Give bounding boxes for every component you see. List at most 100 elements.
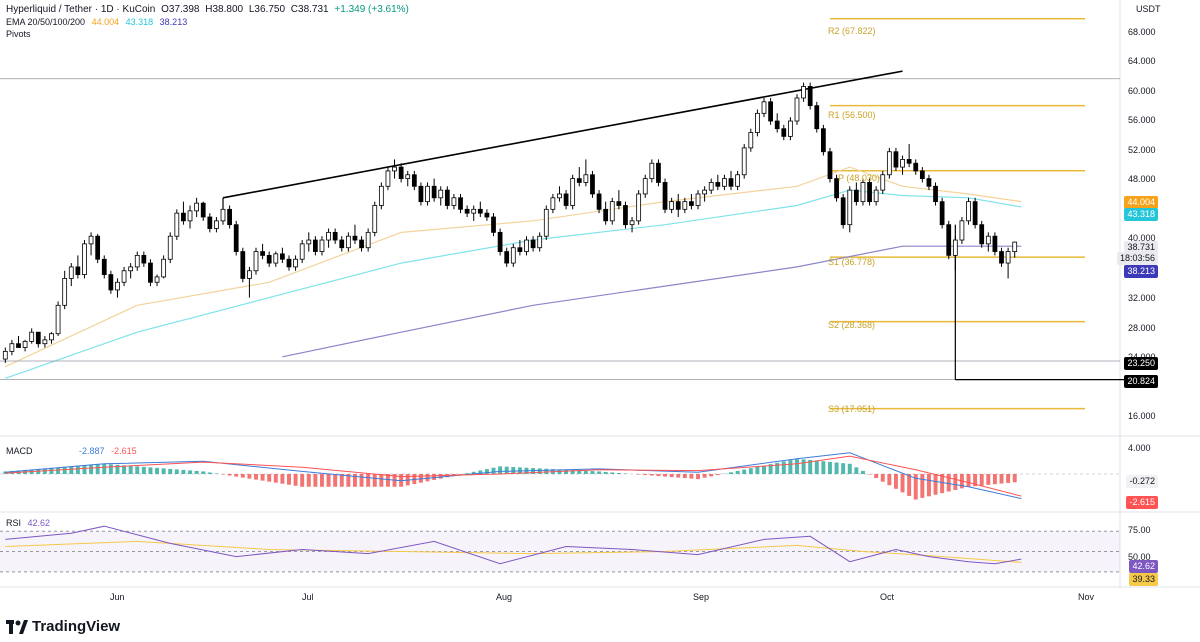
candle-body [405, 174, 411, 180]
macd-histogram-bar [313, 474, 318, 487]
candle-body [464, 208, 470, 214]
macd-histogram-bar [669, 474, 674, 478]
candle-body [827, 151, 833, 180]
time-label: Aug [496, 592, 513, 602]
macd-histogram-bar [108, 464, 113, 474]
macd-histogram-bar [979, 474, 984, 486]
time-label: Jun [110, 592, 125, 602]
candle-body [966, 201, 971, 222]
candle-body [834, 178, 839, 199]
candle-body [115, 281, 120, 291]
macd-label: MACD [6, 446, 33, 456]
candle-body [781, 128, 787, 137]
candle-body [788, 120, 793, 137]
macd-axis-tick: 4.000 [1128, 443, 1151, 453]
candle-body [649, 162, 655, 180]
candle-body [919, 170, 925, 180]
macd-legend[interactable]: MACD -2.887 -2.615 [6, 446, 141, 456]
price-tick: 64.000 [1128, 56, 1156, 66]
macd-histogram-bar [339, 474, 344, 487]
macd-histogram-bar [168, 468, 173, 474]
candle-body [530, 239, 536, 249]
candle-body [42, 339, 48, 345]
candle-body [636, 193, 642, 222]
symbol-title[interactable]: Hyperliquid / Tether · 1D · KuCoin [6, 4, 156, 15]
candle-body [999, 251, 1004, 264]
tradingview-logo[interactable]: TradingView [6, 618, 120, 635]
macd-histogram-bar [511, 467, 516, 474]
candle-body [992, 235, 998, 252]
macd-histogram-bar [359, 474, 364, 487]
ema-legend[interactable]: EMA 20/50/100/200 44.004 43.318 38.213 [6, 17, 191, 27]
pivot-s2-label: S2 (28.368) [828, 320, 876, 330]
candle-body [194, 202, 200, 212]
candle-body [695, 193, 701, 206]
candle-body [609, 201, 615, 222]
macd-histogram-bar [999, 474, 1004, 484]
price-tick: 48.000 [1128, 174, 1156, 184]
macd-histogram-bar [689, 474, 694, 479]
macd-histogram-bar [102, 463, 107, 474]
candle-body [273, 253, 279, 264]
macd-histogram-bar [161, 468, 166, 474]
candle-body [689, 201, 694, 206]
macd-histogram-bar [56, 467, 61, 474]
candle-body [748, 132, 754, 149]
candle-body [359, 239, 364, 249]
price-tick: 56.000 [1128, 115, 1156, 125]
macd-histogram-bar [122, 465, 127, 474]
macd-histogram-bar [1012, 474, 1017, 483]
candle-body [524, 239, 529, 252]
pivot-r1-label: R1 (56.500) [828, 110, 876, 120]
trendline [222, 70, 903, 199]
candle-body [985, 235, 991, 245]
ema-label: EMA 20/50/100/200 [6, 17, 86, 27]
macd-histogram-bar [69, 466, 74, 474]
candle-body [867, 182, 872, 203]
price-tick: 52.000 [1128, 145, 1156, 155]
candle-body [293, 258, 298, 268]
candle-body [181, 212, 186, 222]
candle-body [207, 216, 213, 229]
macd-histogram-bar [432, 474, 437, 480]
macd-histogram-bar [254, 474, 258, 480]
macd-histogram-bar [649, 474, 654, 476]
macd-histogram-bar [992, 474, 997, 485]
pivots-legend[interactable]: Pivots [6, 29, 35, 39]
candle-body [761, 101, 767, 114]
candle-body [484, 212, 490, 218]
macd-histogram-bar [590, 471, 595, 474]
macd-histogram-bar [537, 468, 542, 474]
macd-histogram-bar [564, 469, 569, 474]
macd-histogram-bar [973, 474, 978, 487]
candle-body [913, 162, 919, 172]
macd-histogram-bar [75, 465, 80, 474]
macd-histogram-bar [333, 474, 338, 487]
rsi-legend[interactable]: RSI 42.62 [6, 518, 54, 528]
macd-histogram-bar [273, 474, 278, 483]
candle-body [339, 239, 345, 249]
macd-histogram-bar [867, 474, 872, 475]
candle-body [814, 105, 820, 130]
rsi-axis-tick: 75.00 [1128, 525, 1151, 535]
macd-histogram-bar [781, 461, 786, 474]
macd-histogram-bar [293, 474, 298, 486]
candle-body [352, 235, 358, 241]
macd-histogram-bar [656, 474, 661, 477]
time-label: Sep [693, 592, 710, 602]
candle-body [101, 258, 107, 275]
macd-line [5, 452, 1022, 500]
candle-body [299, 243, 305, 260]
macd-histogram-bar [267, 474, 272, 482]
candle-body [372, 205, 378, 233]
rsi-axis-tick: 50.00 [1128, 552, 1151, 562]
candle-body [326, 231, 331, 241]
candle-body [860, 182, 866, 203]
candle-body [570, 178, 576, 206]
ema20-badge: 44.004 [1124, 196, 1158, 209]
macd-histogram-bar [260, 474, 265, 481]
ema200-value: 38.213 [159, 17, 188, 27]
macd-histogram-bar [880, 474, 885, 482]
macd-histogram-bar [214, 473, 219, 474]
